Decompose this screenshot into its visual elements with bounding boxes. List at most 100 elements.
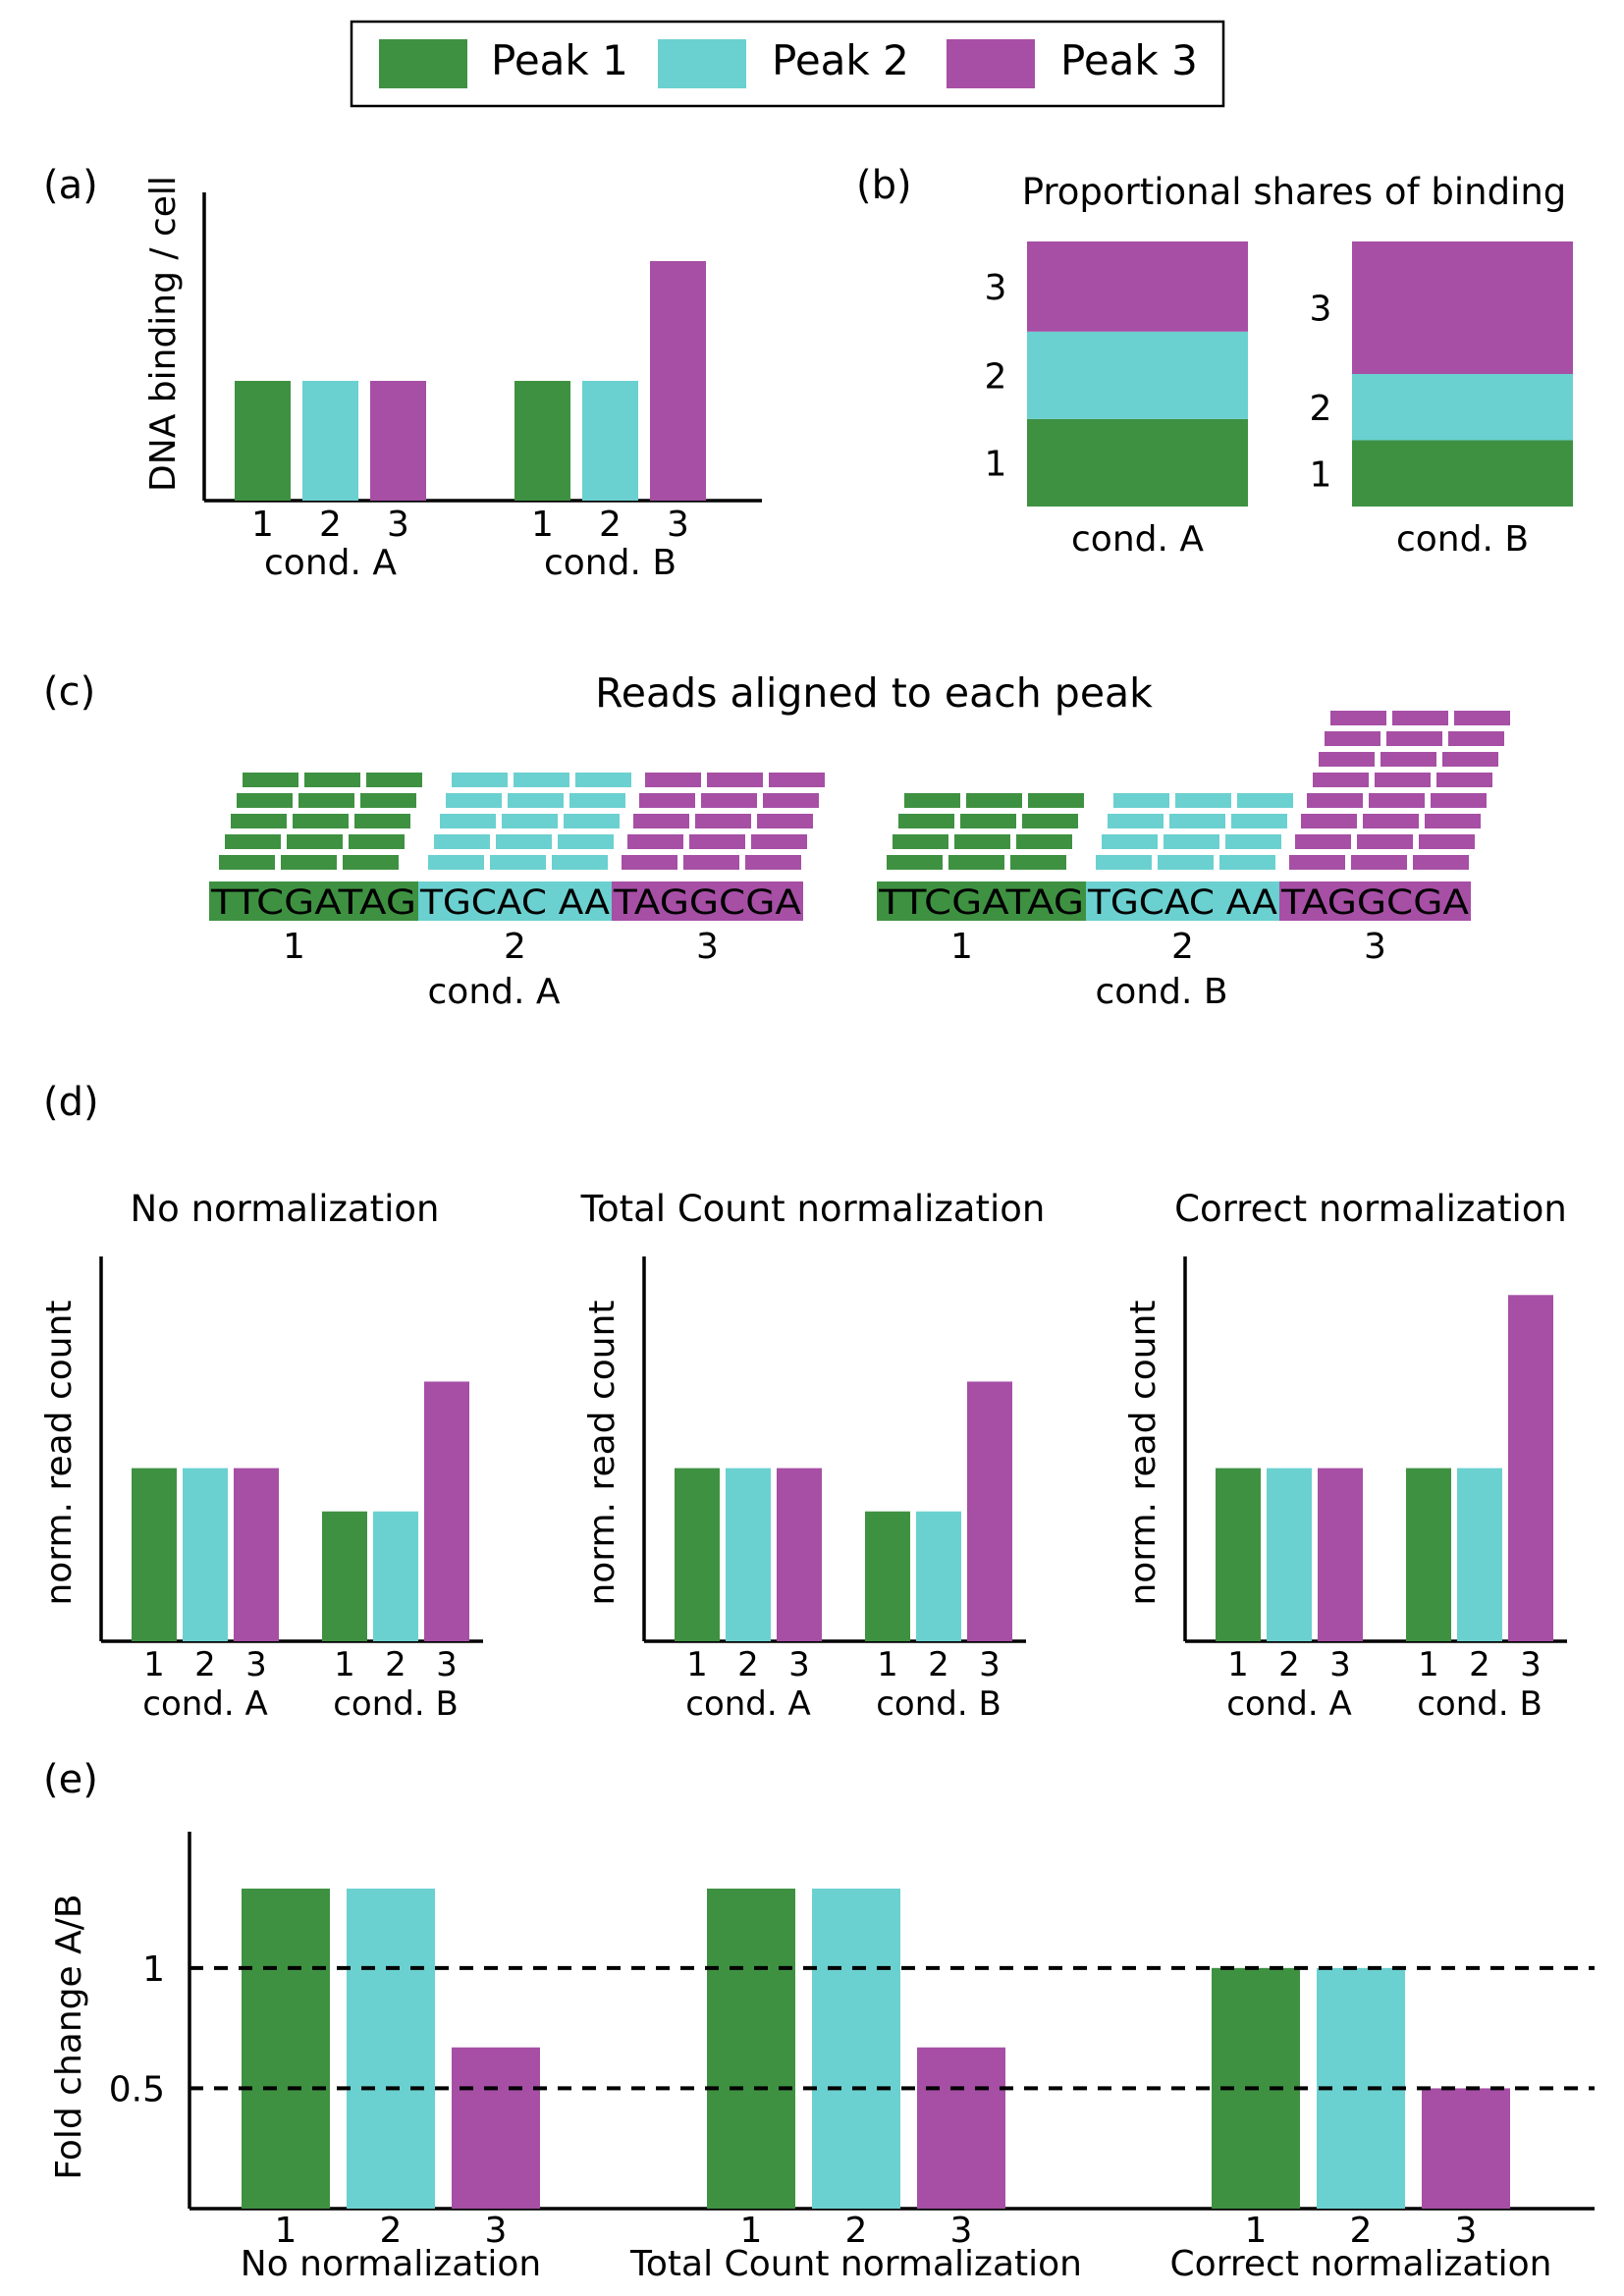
aligned-read	[707, 773, 763, 787]
chart-d-1-tick-label: 3	[245, 1645, 267, 1684]
panel-tag-d: (d)	[43, 1080, 99, 1125]
chart-e-bar-2-2	[812, 1888, 900, 2209]
aligned-read	[440, 814, 496, 828]
peak-number-label: 3	[696, 927, 719, 967]
chart-e-bar-1-1	[242, 1888, 330, 2209]
aligned-read	[1295, 834, 1351, 849]
legend-swatch-peak-3	[947, 39, 1035, 88]
chart-d-1-group-label: cond. B	[333, 1684, 459, 1724]
aligned-read	[1448, 731, 1504, 746]
aligned-read	[434, 834, 490, 849]
chart-e-tick-label: 3	[1455, 2211, 1478, 2251]
sequence-segment-2	[418, 881, 612, 921]
aligned-read	[552, 855, 608, 870]
aligned-read	[366, 773, 422, 787]
chart-d-title: Total Count normalization	[580, 1188, 1046, 1230]
aligned-read	[243, 773, 298, 787]
chart-a-bar-1-2	[302, 381, 358, 501]
sequence-segment-1	[209, 881, 418, 921]
chart-d-2-bar-1-1	[675, 1468, 720, 1641]
aligned-read	[1375, 773, 1431, 787]
chart-d-1-tick-label: 2	[385, 1645, 406, 1684]
aligned-read	[1357, 834, 1413, 849]
aligned-read	[569, 793, 625, 808]
chart-d-1-tick-label: 1	[334, 1645, 355, 1684]
chart-b-segment-2-1	[1352, 440, 1573, 507]
chart-d-1-y-axis-label: norm. read count	[39, 1300, 80, 1605]
aligned-read	[1431, 793, 1487, 808]
chart-e-tick-label: 2	[845, 2211, 868, 2251]
peak-number-label: 2	[1171, 927, 1194, 967]
chart-e-tick-label: 2	[1350, 2211, 1373, 2251]
chart-d-3-tick-label: 1	[1418, 1645, 1439, 1684]
panel-tag-b: (b)	[856, 163, 912, 208]
aligned-read	[502, 814, 558, 828]
aligned-read	[1028, 793, 1084, 808]
chart-b: 1 2 3 cond. A 1 2 3 cond. B	[985, 241, 1573, 560]
aligned-read	[1386, 731, 1442, 746]
chart-e-bar-2-3	[917, 2047, 1005, 2209]
chart-d-3-tick-label: 3	[1520, 1645, 1542, 1684]
sequence-text: TTCGATAG	[210, 883, 416, 923]
chart-d-title: Correct normalization	[1174, 1188, 1567, 1230]
chart-d-2-bar-2-1	[865, 1511, 910, 1641]
aligned-read	[446, 793, 502, 808]
sequence-segment-3	[1279, 881, 1471, 921]
aligned-read	[1016, 834, 1072, 849]
aligned-read	[1351, 855, 1407, 870]
aligned-read	[769, 773, 825, 787]
chart-d-3-tick-label: 2	[1278, 1645, 1300, 1684]
legend-label-peak-3: Peak 3	[1060, 36, 1198, 84]
aligned-read	[496, 834, 552, 849]
chart-d-2-tick-label: 3	[979, 1645, 1001, 1684]
chart-d-2-tick-label: 1	[686, 1645, 708, 1684]
aligned-read	[1169, 814, 1225, 828]
chart-a-group-label: cond. B	[544, 543, 677, 583]
chart-e-tick-label: 3	[950, 2211, 973, 2251]
chart-e-bar-1-3	[452, 2047, 540, 2209]
legend-label-peak-1: Peak 1	[491, 36, 628, 84]
aligned-read	[490, 855, 546, 870]
aligned-read	[1113, 793, 1169, 808]
aligned-read	[354, 814, 410, 828]
sequence-text: TAGGCGA	[613, 883, 801, 923]
chart-b-segment-label: 1	[1310, 454, 1332, 495]
chart-b-segment-1-2	[1027, 331, 1248, 419]
aligned-read	[508, 793, 564, 808]
chart-b-segment-2-2	[1352, 374, 1573, 441]
chart-d-1-tick-label: 1	[143, 1645, 165, 1684]
chart-d-2-group-label: cond. A	[685, 1684, 811, 1724]
chart-b-segment-2-3	[1352, 241, 1573, 374]
aligned-read	[428, 855, 484, 870]
panel-b-title: Proportional shares of binding	[1022, 171, 1567, 213]
chart-a-tick-label: 2	[319, 505, 342, 545]
aligned-read	[1231, 814, 1287, 828]
aligned-read	[343, 855, 399, 870]
aligned-read	[1307, 793, 1363, 808]
chart-d-2-tick-label: 1	[877, 1645, 898, 1684]
aligned-read	[1289, 855, 1345, 870]
aligned-read	[1225, 834, 1281, 849]
aligned-read	[1237, 793, 1293, 808]
peak-number-label: 1	[950, 927, 973, 967]
aligned-read	[683, 855, 739, 870]
aligned-read	[1108, 814, 1164, 828]
aligned-read	[1022, 814, 1078, 828]
aligned-read	[293, 814, 349, 828]
chart-e-tick-label: 3	[485, 2211, 508, 2251]
aligned-read	[452, 773, 508, 787]
chart-d-2-tick-label: 2	[928, 1645, 949, 1684]
peak-number-label: 3	[1364, 927, 1386, 967]
chart-d-1-bar-1-3	[234, 1468, 279, 1641]
chart-b-group-label: cond. B	[1396, 519, 1529, 560]
aligned-read	[1425, 814, 1481, 828]
legend: Peak 1 Peak 2 Peak 3	[350, 20, 1225, 108]
aligned-read	[287, 834, 343, 849]
chart-e-y-tick-label: 1	[142, 1949, 165, 1990]
chart-d-3-bar-2-2	[1457, 1468, 1502, 1641]
chart-a-group-label: cond. A	[264, 543, 397, 583]
chart-d-3-group-label: cond. A	[1226, 1684, 1352, 1724]
